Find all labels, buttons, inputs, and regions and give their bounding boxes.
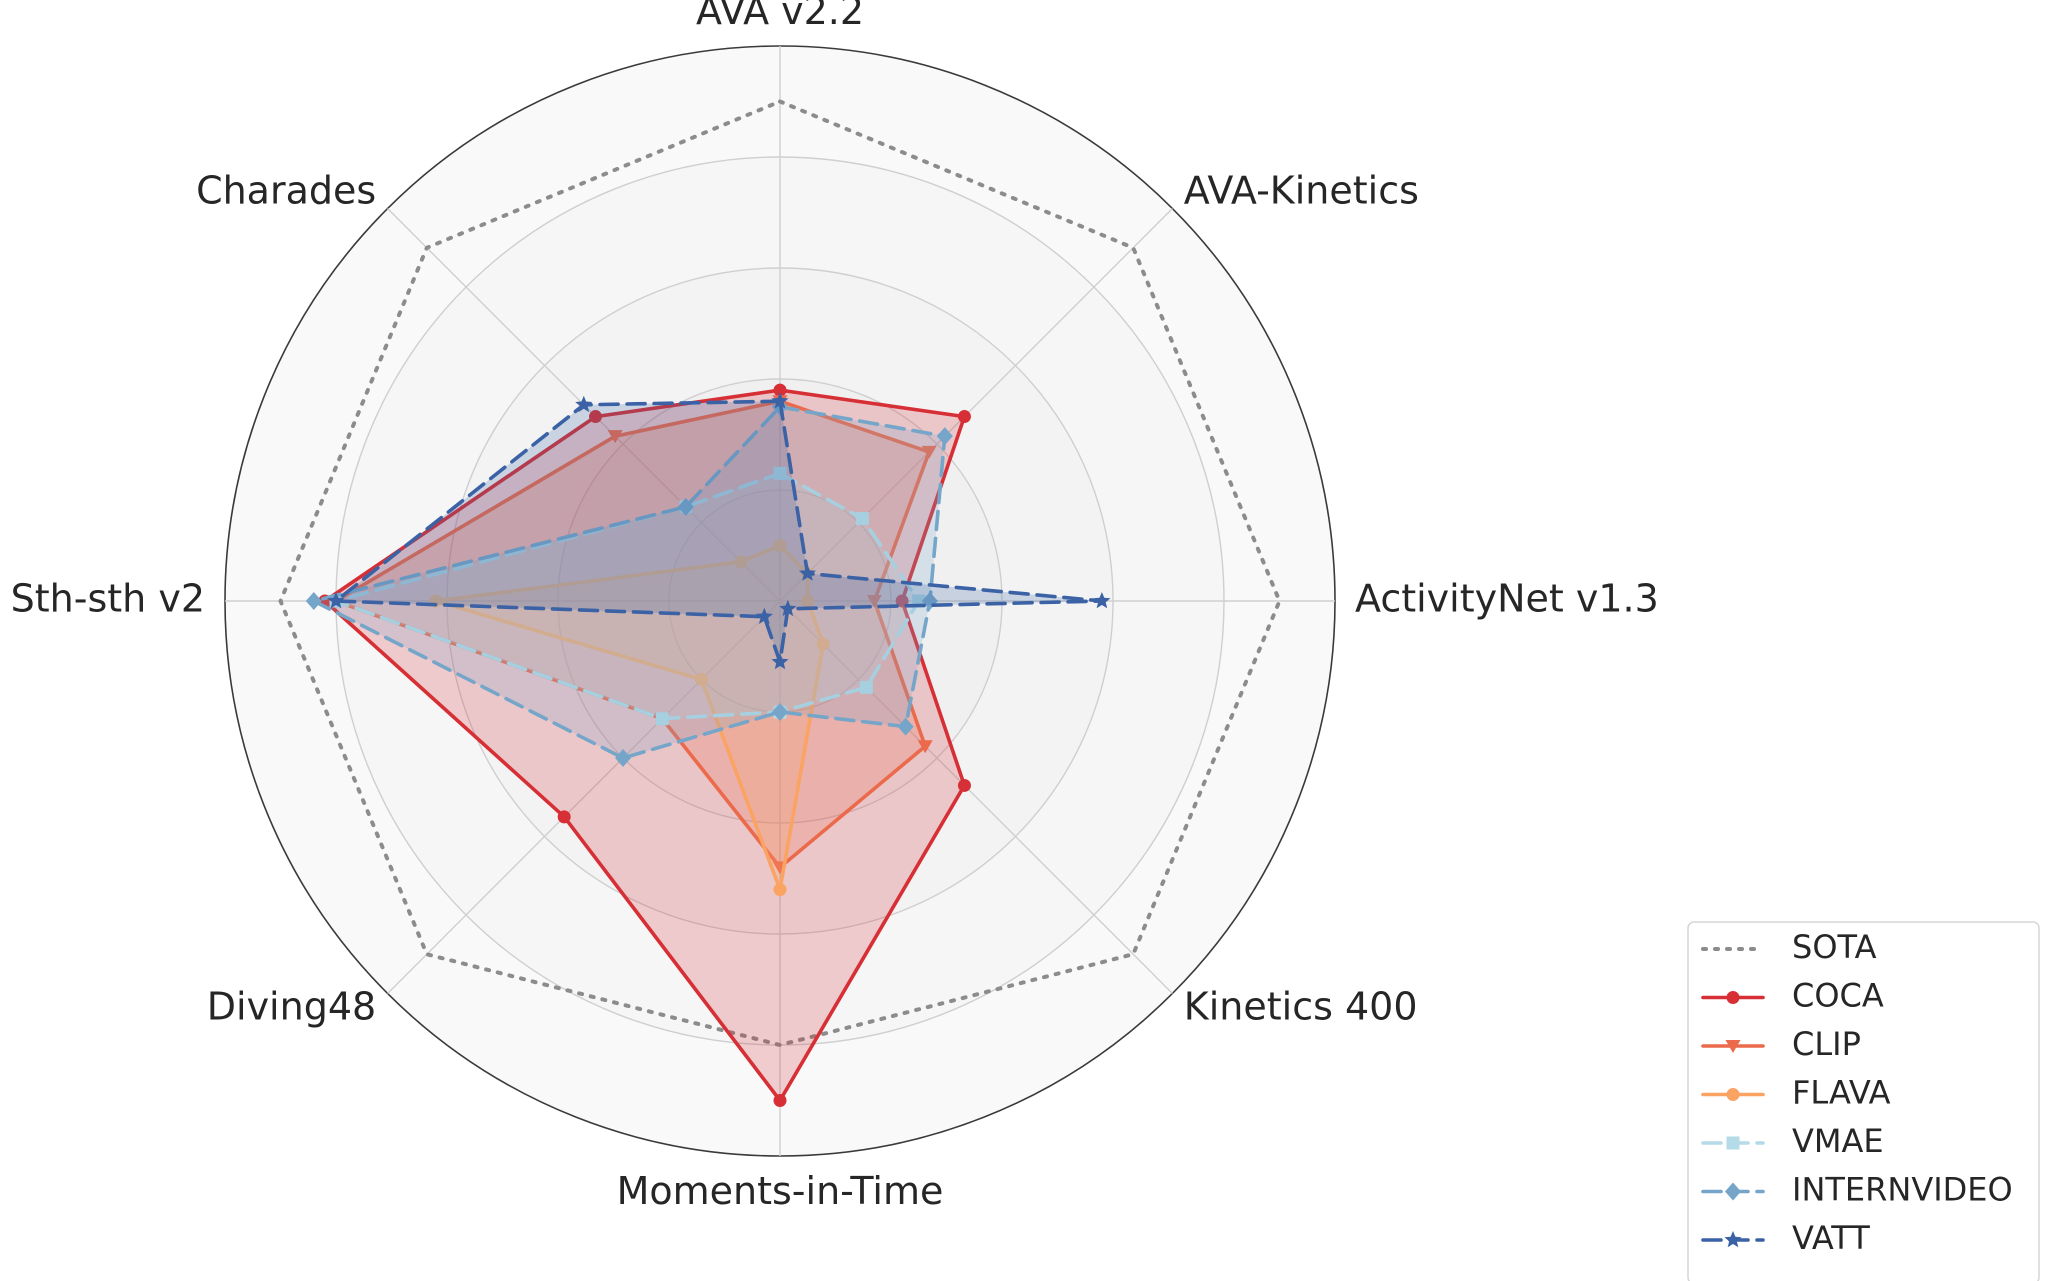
axis-label-diving48: Diving48 [207,984,376,1028]
data-point-coca-ava-v2-2 [773,383,787,397]
data-point-vatt-ava-kinetics [798,564,816,581]
legend-entry-sota: SOTA [1701,928,1877,966]
data-point-clip-ava-kinetics [921,445,937,459]
data-point-internvideo-kinetics-400 [897,717,914,736]
grid-spoke [779,208,1173,602]
data-point-vatt-ava-v2-2 [771,392,789,409]
series-coca [318,383,971,1107]
legend-entry-flava: FLAVA [1701,1074,1891,1112]
legend-marker-internvideo [1725,1182,1741,1201]
legend-label-vatt: VATT [1792,1219,1870,1257]
axis-label-charades: Charades [196,169,376,213]
data-point-vatt-moments-in-time [771,653,789,670]
legend-marker-clip [1725,1040,1741,1053]
legend-label-flava: FLAVA [1792,1074,1891,1112]
axis-label-activitynet-v1-3: ActivityNet v1.3 [1355,577,1659,621]
legend-marker-flava [1726,1088,1740,1101]
grid-spoke [779,600,1173,994]
data-point-clip-kinetics-400 [917,740,933,754]
data-point-flava-diving48 [695,672,709,686]
series-area-internvideo [313,406,945,758]
data-point-clip-activitynet-v1-3 [866,595,882,608]
data-point-vatt-diving48 [755,607,773,624]
legend-label-vmae: VMAE [1792,1122,1884,1160]
data-point-vmae-kinetics-400 [859,680,873,694]
data-point-coca-ava-kinetics [957,410,971,424]
data-point-vatt-charades [575,395,593,413]
data-point-internvideo-diving48 [615,748,632,767]
data-point-clip-charades [607,430,623,444]
grid-spoke [387,600,781,994]
legend-marker-coca [1726,991,1740,1004]
series-area-vatt [336,401,1102,662]
legend-entry-vatt: VATT [1701,1219,1870,1257]
data-point-internvideo-ava-kinetics [936,427,953,446]
axis-label-kinetics-400: Kinetics 400 [1184,984,1418,1028]
radar-series [278,99,1282,1107]
axis-label-ava-kinetics: AVA-Kinetics [1184,169,1419,213]
series-internvideo [305,397,953,767]
series-area-flava [435,545,824,890]
series-area-clip [336,401,930,868]
series-sota [278,99,1282,1047]
legend-label-clip: CLIP [1792,1025,1861,1063]
data-point-vatt-activitynet-v1-3 [1093,592,1111,609]
legend: SOTA COCA CLIP FLAVA VMAE INTERNVIDEO VATT [1687,921,2040,1281]
axis-label-ava-v2-2: AVA v2.2 [696,0,864,33]
series-area-vmae [336,473,919,719]
data-point-internvideo-charades [677,497,694,516]
data-point-flava-ava-v2-2 [773,539,787,552]
series-line-sota [278,99,1282,1047]
data-point-flava-kinetics-400 [816,637,830,651]
series-line-internvideo [311,404,947,760]
data-point-coca-moments-in-time [773,1094,787,1107]
data-point-vmae-diving48 [655,712,669,726]
legend-entry-internvideo: INTERNVIDEO [1701,1171,2013,1209]
legend-entry-coca: COCA [1701,977,1884,1015]
data-point-vatt-kinetics-400 [779,599,797,617]
legend-marker-vmae [1726,1136,1740,1150]
series-vatt [327,392,1111,670]
axis-labels: AVA v2.2 AVA-Kinetics ActivityNet v1.3 Kine… [11,0,1659,1213]
series-area-coca [324,390,965,1101]
data-point-vmae-ava-kinetics [855,512,869,526]
radar-grid [224,45,1336,1157]
legend-label-coca: COCA [1792,977,1884,1015]
axis-label-sth-sth-v2: Sth-sth v2 [11,577,205,621]
legend-entry-vmae: VMAE [1701,1122,1884,1160]
axis-label-moments-in-time: Moments-in-Time [617,1169,944,1213]
legend-box [1687,921,2040,1281]
data-point-vmae-ava-v2-2 [773,466,787,480]
data-point-internvideo-moments-in-time [772,703,788,721]
data-point-internvideo-sth-sth-v2 [305,592,322,610]
legend-entry-clip: CLIP [1701,1025,1861,1063]
legend-label-sota: SOTA [1792,928,1877,966]
data-point-flava-activitynet-v1-3 [801,594,815,608]
legend-label-internvideo: INTERNVIDEO [1792,1171,2013,1209]
data-point-coca-diving48 [557,810,571,824]
data-point-coca-kinetics-400 [957,778,971,792]
data-point-flava-moments-in-time [773,883,787,897]
legend-marker-vatt [1724,1231,1742,1248]
data-point-vatt-sth-sth-v2 [327,592,345,609]
data-point-coca-charades [589,410,603,424]
data-point-flava-charades [734,555,748,569]
